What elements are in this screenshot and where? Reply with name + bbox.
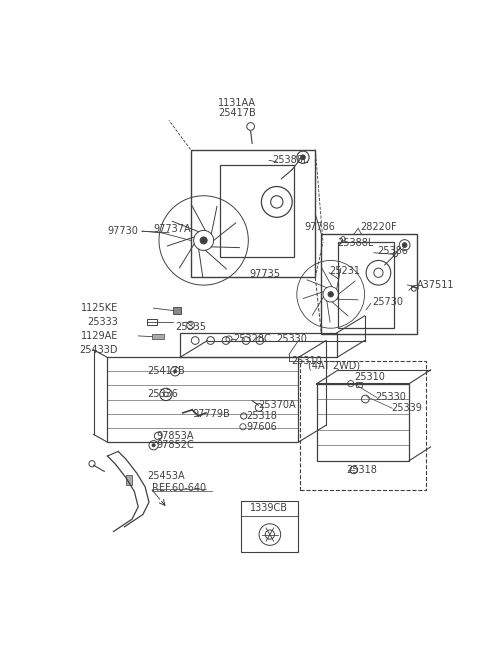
Bar [147, 319, 156, 325]
Circle shape [174, 370, 177, 373]
Circle shape [152, 443, 155, 447]
Text: 25330: 25330 [276, 334, 307, 344]
Text: 97735: 97735 [249, 268, 280, 279]
Text: 97786: 97786 [304, 222, 336, 232]
Bar [220, 165, 294, 257]
Text: 25388L: 25388L [337, 237, 373, 248]
Text: 25388L: 25388L [272, 155, 309, 165]
Text: (4AT 2WD): (4AT 2WD) [308, 360, 360, 370]
Text: 1339CB: 1339CB [250, 503, 288, 514]
Bar [356, 382, 362, 387]
Text: 25335: 25335 [175, 321, 206, 332]
Bar [173, 308, 180, 314]
Bar [317, 384, 409, 461]
Text: 25417B: 25417B [147, 366, 185, 377]
Text: 1131AA: 1131AA [218, 98, 256, 108]
Text: 25318: 25318 [246, 411, 277, 421]
Bar [108, 358, 299, 442]
Circle shape [200, 237, 207, 244]
Text: 25339: 25339 [391, 403, 421, 413]
Text: 97737A: 97737A [153, 224, 191, 234]
Text: 25386: 25386 [377, 246, 408, 256]
Text: 25730: 25730 [372, 297, 403, 307]
Bar [152, 335, 164, 339]
Text: 25328C: 25328C [234, 334, 271, 344]
Text: 25370A: 25370A [258, 400, 296, 410]
Bar [338, 242, 394, 328]
Bar [180, 333, 337, 358]
Text: REF.60-640: REF.60-640 [152, 483, 206, 493]
Text: 25310: 25310 [354, 373, 384, 382]
Text: 25333: 25333 [87, 317, 118, 327]
Text: 25310: 25310 [291, 356, 322, 365]
Text: 97853A: 97853A [156, 431, 194, 441]
Text: 1125KE: 1125KE [81, 303, 118, 313]
Bar [322, 234, 417, 335]
Circle shape [300, 155, 305, 159]
Text: 25231: 25231 [329, 266, 360, 276]
Text: 25433D: 25433D [80, 345, 118, 355]
Bar [126, 474, 132, 485]
Text: 25453A: 25453A [147, 471, 185, 481]
Text: A37511: A37511 [417, 280, 455, 290]
Bar [241, 501, 299, 552]
Text: 97852C: 97852C [156, 440, 194, 450]
Text: 97606: 97606 [246, 422, 277, 432]
Text: 1129AE: 1129AE [81, 331, 118, 341]
Text: 25318: 25318 [346, 465, 377, 475]
Circle shape [328, 292, 334, 297]
Text: 97730: 97730 [108, 226, 138, 236]
Text: 28220F: 28220F [360, 222, 396, 232]
Text: 25330: 25330 [375, 392, 406, 403]
Text: 25417B: 25417B [218, 108, 256, 117]
Bar [300, 361, 426, 490]
Text: 97779B: 97779B [192, 409, 230, 419]
Bar [191, 150, 315, 277]
Circle shape [402, 243, 407, 247]
Text: 25336: 25336 [147, 390, 178, 400]
